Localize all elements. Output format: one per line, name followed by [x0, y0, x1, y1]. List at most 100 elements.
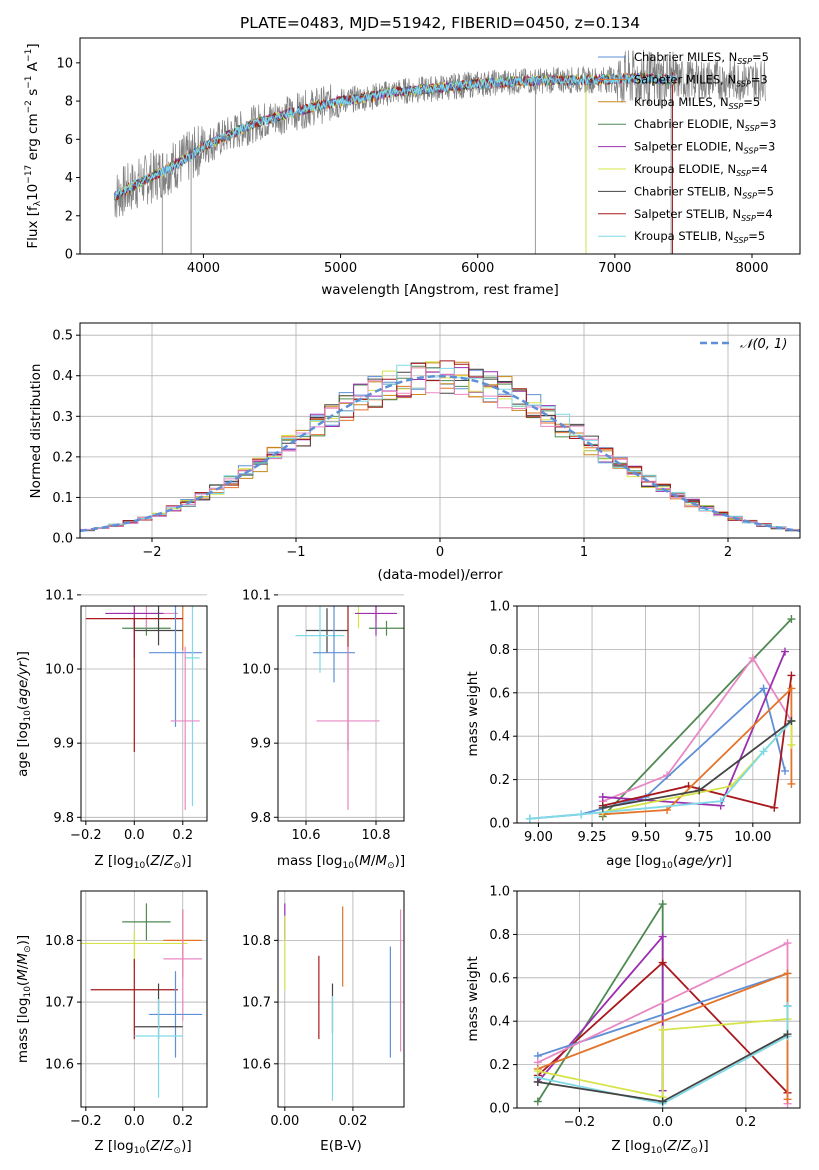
wAge-marker [770, 803, 779, 812]
spectrum-ytick-label: 0 [65, 248, 73, 263]
mE-xlabel: E(B-V) [320, 1138, 362, 1154]
wAge-marker [598, 803, 607, 812]
wAge-ytick-label: 0.4 [489, 730, 510, 745]
wAge-xlabel: age [log10(age/yr)] [606, 853, 732, 871]
wAge-marker [525, 814, 534, 823]
ageZ-xtick-label: −0.2 [70, 828, 102, 843]
legend-label: Chabrier ELODIE, NSSP=3 [634, 117, 776, 133]
legend-label: Salpeter STELIB, NSSP=4 [634, 207, 773, 223]
wAge-marker [577, 810, 586, 819]
spectrum-ytick-label: 2 [65, 209, 73, 224]
wZ-ytick-label: 0.0 [489, 1102, 510, 1117]
wAge-series-salpeter_elodie [602, 651, 786, 807]
legend-label: Kroupa STELIB, NSSP=5 [634, 229, 765, 245]
ageZ-xlabel: Z [log10(Z/Z⊙)] [94, 853, 191, 871]
wAge-xtick-label: 9.00 [524, 830, 553, 845]
ageM-axes-frame [277, 605, 405, 822]
mE-xtick-label: 0.00 [270, 1114, 299, 1129]
wAge-marker [780, 647, 789, 656]
ageM-ytick-label: 10.1 [242, 588, 271, 603]
wZ-ytick-label: 1.0 [489, 885, 510, 900]
wZ-ytick-label: 0.6 [489, 971, 510, 986]
wZ-axes-frame [516, 890, 801, 1109]
wZ-series-kroupa_stelib [537, 1006, 789, 1105]
age-vs-mass-panel: 10.6 10.8 9.8 9.9 10.0 10.1 [242, 588, 405, 843]
wAge-xtick-label: 9.75 [685, 830, 714, 845]
spectrum-xtick-label: 7000 [598, 261, 631, 276]
wAge-marker [748, 654, 757, 663]
ageM-xtick-label: 10.8 [362, 828, 391, 843]
wZ-series-chabrier_elodie [537, 900, 664, 1102]
wZ-marker [658, 932, 667, 941]
wAge-series-salpeter_stelib [602, 675, 793, 809]
spectrum-xtick-label: 5000 [324, 261, 357, 276]
wAge-marker [598, 792, 607, 801]
wAge-series-pink [602, 656, 793, 803]
residual-ytick-label: 0.1 [52, 491, 73, 506]
spectrum-xtick-label: 4000 [187, 261, 220, 276]
legend-label: Salpeter ELODIE, NSSP=3 [634, 140, 775, 156]
wAge-series-chabrier_elodie [602, 618, 793, 818]
spectrum-ytick-label: 8 [65, 95, 73, 110]
residual-ytick-label: 0.0 [52, 532, 73, 547]
mE-ytick-label: 10.8 [242, 934, 271, 949]
wAge-xtick-label: 10.00 [734, 830, 771, 845]
weight-vs-age-panel: 9.00 9.25 9.50 9.75 10.00 0.0 0.2 0.4 0.6 0.8 1.0 [489, 600, 801, 845]
residual-ytick-label: 0.5 [52, 329, 73, 344]
wAge-series-kroupa_stelib [529, 720, 793, 820]
mZ-ytick-label: 10.7 [45, 996, 74, 1011]
ageZ-ytick-label: 9.8 [53, 811, 74, 826]
spectrum-ytick-label: 10 [56, 56, 73, 71]
wAge-xtick-label: 9.50 [631, 830, 660, 845]
legend-label: Kroupa MILES, NSSP=5 [634, 95, 760, 111]
residual-xtick-label: −1 [286, 545, 305, 560]
wAge-marker [695, 786, 704, 795]
ageM-xlabel: mass [log10(M/M⊙)] [277, 853, 405, 871]
wAge-marker [787, 717, 796, 726]
wZ-series-kroupa_elodie [537, 1018, 788, 1099]
spectrum-xtick-label: 6000 [461, 261, 494, 276]
wAge-marker [716, 797, 725, 806]
gaussian-curve [80, 374, 800, 533]
wZ-xtick-label: 0.0 [652, 1115, 673, 1130]
wAge-marker [787, 671, 796, 680]
spectrum-ytick-label: 6 [65, 133, 73, 148]
mE-axes-frame [277, 890, 405, 1108]
wAge-marker [787, 615, 796, 624]
mass-vs-metallicity-panel: −0.2 0.0 0.2 10.6 10.7 10.8 [45, 890, 208, 1129]
spectrum-ytick-label: 4 [65, 171, 73, 186]
wZ-marker [533, 1077, 542, 1086]
wZ-xtick-label: −0.2 [564, 1115, 596, 1130]
wAge-xtick-label: 9.25 [578, 830, 607, 845]
mZ-xtick-label: −0.2 [70, 1114, 102, 1129]
legend-label: Chabrier MILES, NSSP=5 [634, 50, 769, 66]
wAge-ytick-label: 0.0 [489, 817, 510, 832]
residual-xtick-label: −2 [142, 545, 161, 560]
mE-xtick-label: 0.02 [338, 1114, 367, 1129]
spectrum-xlabel: wavelength [Angstrom, rest frame] [321, 282, 559, 298]
residual-ytick-label: 0.4 [52, 369, 73, 384]
wZ-marker [658, 958, 667, 967]
spectrum-xtick-label: 8000 [735, 261, 768, 276]
wZ-ytick-label: 0.4 [489, 1015, 510, 1030]
age-vs-metallicity-panel: −0.2 0.0 0.2 9.8 9.9 10.0 10.1 [45, 588, 208, 843]
spectrum-axes-frame [79, 37, 801, 255]
ageZ-xtick-label: 0.0 [124, 828, 145, 843]
spectrum-ylabel: Flux [fλ10−17 erg cm−2 s−1 A−1] [24, 43, 43, 248]
wZ-marker [783, 1002, 792, 1011]
spectrum-panel: 4000 5000 6000 7000 8000 0 2 4 6 8 10 wavelength [… [24, 37, 801, 298]
wZ-ytick-label: 0.8 [489, 928, 510, 943]
wZ-marker [658, 1025, 667, 1034]
wZ-xtick-label: 0.2 [736, 1115, 757, 1130]
wAge-marker [759, 684, 768, 693]
wZ-marker [783, 1030, 792, 1039]
mZ-ytick-label: 10.6 [45, 1057, 74, 1072]
spectrum-legend: Chabrier MILES, NSSP=5 Salpeter MILES, NS… [598, 50, 776, 245]
residual-xtick-label: 1 [580, 545, 588, 560]
legend-label: Salpeter MILES, NSSP=3 [634, 72, 768, 88]
mass-vs-ebv-panel: 0.00 0.02 10.6 10.7 10.8 [242, 890, 405, 1129]
residual-legend: 𝒩(0, 1) [700, 337, 787, 352]
gaussian-legend-label: 𝒩(0, 1) [740, 337, 787, 352]
ageZ-ytick-label: 10.0 [45, 663, 74, 678]
wZ-marker [658, 900, 667, 909]
